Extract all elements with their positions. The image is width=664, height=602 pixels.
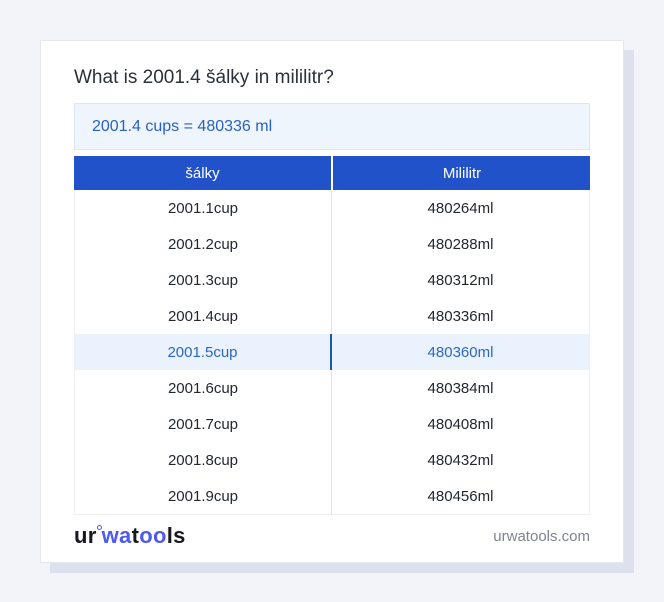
- table-header-row: šálky Mililitr: [74, 156, 590, 190]
- cup-value: 2001.1cup: [75, 190, 332, 226]
- table-row[interactable]: 2001.9cup 480456ml: [75, 478, 589, 514]
- table-header-cups: šálky: [74, 156, 333, 190]
- logo-seg-wa: wa: [101, 523, 132, 548]
- conversion-result-text: 2001.4 cups = 480336 ml: [92, 117, 273, 135]
- ml-value: 480384ml: [427, 379, 494, 397]
- table-row[interactable]: 2001.2cup 480288ml: [75, 226, 589, 262]
- table-row[interactable]: 2001.6cup 480384ml: [75, 370, 589, 406]
- conversion-table: šálky Mililitr 2001.1cup 480264ml 2001.2cu…: [74, 156, 590, 515]
- logo-seg-ls: ls: [166, 523, 186, 548]
- ml-value: 480360ml: [427, 343, 494, 361]
- cup-value: 2001.4cup: [75, 298, 332, 334]
- cup-value: 2001.3cup: [75, 262, 332, 298]
- conversion-card: What is 2001.4 šálky in mililitr? 2001.4…: [40, 40, 624, 563]
- card-footer: ur watools urwatools.com: [74, 523, 590, 549]
- cup-value: 2001.8cup: [75, 442, 332, 478]
- logo-seg-ur: ur: [74, 523, 97, 548]
- cup-value: 2001.9cup: [75, 478, 332, 514]
- page-title: What is 2001.4 šálky in mililitr?: [74, 67, 334, 88]
- ml-value: 480288ml: [427, 235, 494, 253]
- table-row[interactable]: 2001.8cup 480432ml: [75, 442, 589, 478]
- logo-ring-icon: [96, 525, 102, 530]
- table-row[interactable]: 2001.1cup 480264ml: [75, 190, 589, 226]
- table-body: 2001.1cup 480264ml 2001.2cup 480288ml 2001.3…: [74, 190, 590, 515]
- ml-value: 480336ml: [427, 307, 494, 325]
- logo-seg-t: t: [131, 523, 140, 548]
- table-header-mililitr: Mililitr: [442, 164, 482, 182]
- site-domain-text: urwatools.com: [493, 527, 590, 545]
- ml-value: 480456ml: [427, 487, 494, 505]
- ml-value: 480408ml: [427, 415, 494, 433]
- conversion-result-box: 2001.4 cups = 480336 ml: [74, 103, 590, 150]
- table-row[interactable]: 2001.5cup 480360ml: [75, 334, 589, 370]
- cup-value: 2001.2cup: [75, 226, 332, 262]
- table-row[interactable]: 2001.4cup 480336ml: [75, 298, 589, 334]
- cup-value: 2001.7cup: [75, 406, 332, 442]
- cup-value: 2001.5cup: [75, 334, 332, 370]
- ml-value: 480312ml: [427, 271, 494, 289]
- logo-seg-oo: oo: [139, 523, 167, 548]
- table-row[interactable]: 2001.7cup 480408ml: [75, 406, 589, 442]
- urwatools-logo[interactable]: ur watools: [74, 523, 186, 549]
- ml-value: 480264ml: [427, 199, 494, 217]
- table-row[interactable]: 2001.3cup 480312ml: [75, 262, 589, 298]
- ml-value: 480432ml: [427, 451, 494, 469]
- cup-value: 2001.6cup: [75, 370, 332, 406]
